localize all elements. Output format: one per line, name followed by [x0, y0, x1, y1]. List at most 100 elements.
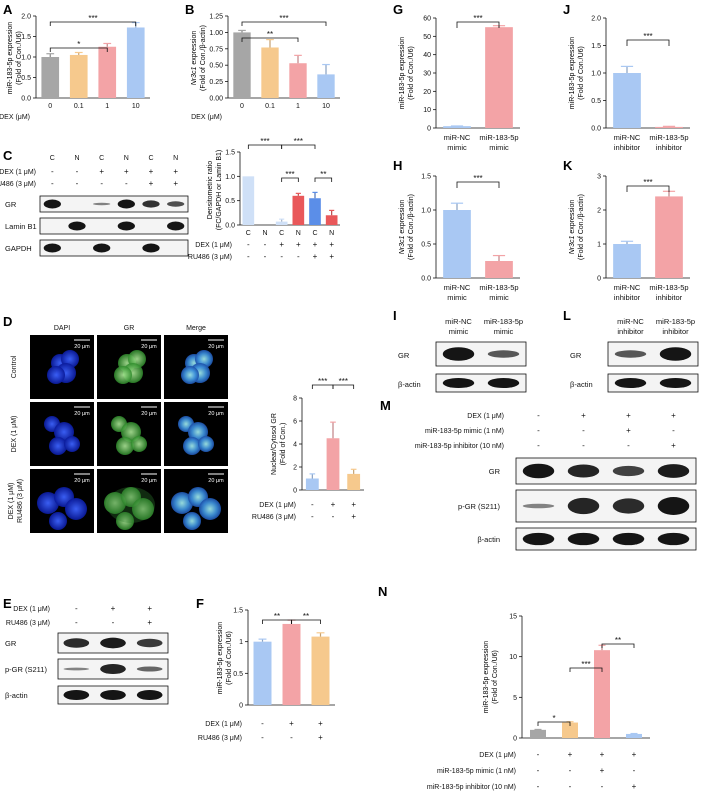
- blot-band: [522, 463, 555, 479]
- blot-band: [487, 350, 520, 358]
- significance-stars: ***: [279, 14, 288, 23]
- x-category-label-line2: mimic: [489, 143, 509, 152]
- scale-label: 20 μm: [208, 344, 224, 350]
- y-tick-label: 0.0: [21, 96, 31, 103]
- y-tick-label: 0: [239, 703, 243, 710]
- x-category-label-line1: miR-183-5p: [479, 283, 518, 292]
- blot-band: [117, 199, 135, 209]
- treatment-sign: -: [537, 782, 540, 791]
- treatment-sign: +: [111, 604, 116, 613]
- treatment-label: RU486 (3 μM): [0, 181, 36, 188]
- significance-bracket: [626, 39, 670, 46]
- y-tick-label: 8: [293, 396, 297, 403]
- blot-label: p-GR (S211): [458, 502, 500, 511]
- y-tick-label: 30: [423, 71, 431, 78]
- panel-label-l: L: [563, 308, 571, 323]
- y-axis-label: (Fold of Con./β-actin): [578, 194, 585, 260]
- treatment-sign: +: [671, 441, 676, 450]
- blot-band: [442, 377, 475, 389]
- blot-band: [142, 243, 160, 253]
- y-tick-label: 10: [423, 107, 431, 114]
- chart-panel-d: 0 2 4 6 8 Nuclear/Cytosol GR (Fold of Con.) ***…: [252, 377, 364, 521]
- treatment-sign: -: [633, 766, 636, 775]
- y-axis-label: miR-183-5p expression: [483, 641, 490, 713]
- scale-label: 20 μm: [208, 478, 224, 484]
- treatment-sign: -: [537, 766, 540, 775]
- treatment-label: DEX (1 μM): [195, 242, 232, 249]
- x-axis-label: DEX (μM): [191, 114, 222, 121]
- treatment-sign: -: [569, 766, 572, 775]
- treatment-sign: +: [173, 167, 178, 176]
- y-axis-label: (Fold of Con.): [280, 423, 287, 466]
- significance-stars: **: [274, 612, 280, 621]
- treatment-label: DEX (1 μM): [259, 502, 296, 509]
- chart-panel-f: 0 0.5 1 1.5 miR-183-5p expression (Fold of Co…: [198, 608, 335, 742]
- blot-gr: [39, 195, 189, 213]
- blot-label: Lamin B1: [5, 222, 37, 231]
- x-tick-label: 10: [132, 103, 140, 110]
- cytoplasm-signal: [107, 487, 155, 523]
- y-axis-label-part: expression: [569, 200, 576, 236]
- y-tick-label: 1: [239, 639, 243, 646]
- x-category-label-line1: miR-NC: [444, 283, 471, 292]
- treatment-sign: -: [290, 733, 293, 742]
- bar: [530, 729, 546, 738]
- cell-nucleus: [183, 437, 201, 455]
- y-tick-label: 1.25: [209, 14, 223, 21]
- blot-band: [136, 638, 163, 648]
- lane-label: C: [99, 155, 104, 162]
- treatment-sign: -: [537, 426, 540, 435]
- x-category-label-line1: miR-NC: [444, 133, 471, 142]
- treatment-sign: +: [671, 411, 676, 420]
- micrograph-row-label: Control: [11, 355, 18, 378]
- y-axis-label: (Fold of Con./U6): [492, 650, 499, 704]
- treatment-label: RU486 (3 μM): [6, 620, 50, 627]
- y-tick-label: 10: [509, 654, 517, 661]
- y-tick-label: 0.5: [591, 98, 601, 105]
- y-tick-label: 1.0: [21, 55, 31, 62]
- blot-band: [167, 201, 185, 207]
- treatment-sign: -: [100, 179, 103, 188]
- y-axis-label: (Fold of Con./β-actin): [408, 194, 415, 260]
- micrograph-column-label: DAPI: [54, 325, 70, 332]
- bar: [98, 46, 117, 98]
- treatment-sign: +: [147, 604, 152, 613]
- treatment-label: RU486 (3 μM): [252, 514, 296, 521]
- blot-band: [522, 503, 555, 509]
- scale-label: 20 μm: [141, 478, 157, 484]
- significance-bracket: [49, 47, 108, 52]
- significance-bracket: [314, 177, 333, 182]
- significance-bracket: [626, 185, 670, 192]
- y-tick-label: 1.5: [421, 174, 431, 181]
- x-category-label-line1: miR-183-5p: [649, 133, 688, 142]
- bar: [443, 210, 471, 278]
- chart-panel-b: 0.00 0.25 0.50 0.75 1.00 1.25 0 0.1 1 10 Nr3c1 exp…: [191, 14, 340, 121]
- y-tick-label: 60: [423, 16, 431, 23]
- significance-stars: ***: [339, 377, 348, 386]
- panel-label-f: F: [196, 596, 204, 611]
- treatment-sign: -: [264, 240, 267, 249]
- blot-band: [136, 689, 163, 701]
- panel-label-k: K: [563, 158, 573, 173]
- y-axis-label: (Fold of Con./β-actin): [200, 25, 207, 91]
- panel-label-a: A: [3, 2, 13, 17]
- bar: [325, 215, 338, 225]
- significance-bracket: [569, 667, 603, 672]
- chart-panel-g: 0 10 20 30 40 50 60 miR-183-5p expression (Fold …: [399, 14, 520, 152]
- treatment-sign: +: [600, 766, 605, 775]
- treatment-sign: +: [329, 240, 334, 249]
- y-tick-label: 2: [293, 465, 297, 472]
- blot-band: [43, 243, 61, 253]
- blot-gapdh: [39, 239, 189, 257]
- x-tick-label: C: [312, 230, 317, 237]
- treatment-sign: -: [601, 782, 604, 791]
- treatment-sign: +: [99, 167, 104, 176]
- treatment-sign: +: [147, 618, 152, 627]
- y-tick-label: 6: [293, 419, 297, 426]
- x-tick-label: 1: [296, 103, 300, 110]
- bar: [292, 195, 305, 225]
- treatment-sign: -: [247, 240, 250, 249]
- lane-label: miR-183-5p: [484, 317, 523, 326]
